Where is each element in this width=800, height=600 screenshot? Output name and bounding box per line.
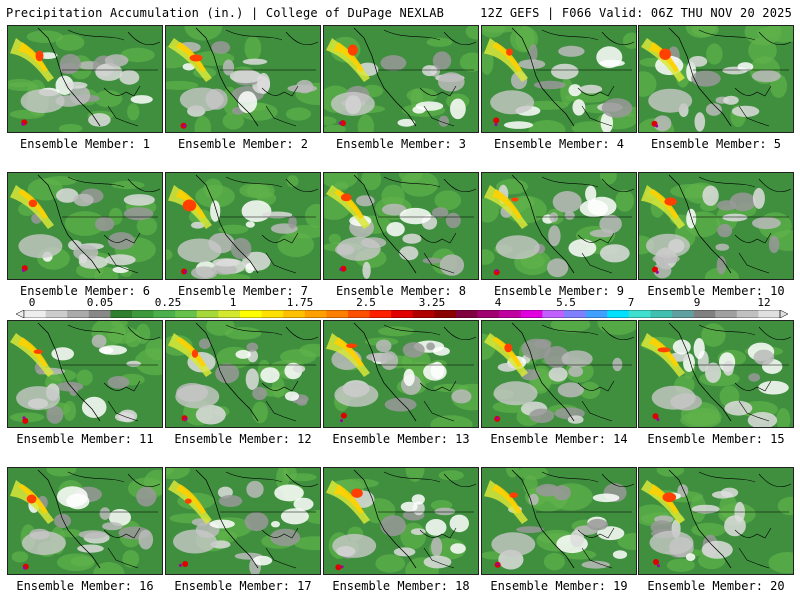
- ensemble-member-label: Ensemble Member: 16: [16, 579, 154, 593]
- ensemble-member-panel: [323, 172, 479, 280]
- run-info: 12Z GEFS | F066 Valid: 06Z THU NOV 20 20…: [480, 6, 792, 20]
- ensemble-member-label: Ensemble Member: 18: [332, 579, 470, 593]
- precip-map: [482, 321, 636, 427]
- precip-map: [639, 321, 793, 427]
- ensemble-member-panel: [7, 25, 163, 133]
- ensemble-member-panel: [165, 320, 321, 428]
- ensemble-member-panel: [638, 25, 794, 133]
- ensemble-member-panel: [323, 25, 479, 133]
- legend-tick-label: 0: [28, 296, 36, 309]
- precip-map: [639, 173, 793, 279]
- ensemble-member-panel: [481, 467, 637, 575]
- precip-map: [8, 173, 162, 279]
- ensemble-member-label: Ensemble Member: 12: [174, 432, 312, 446]
- precip-map: [639, 26, 793, 132]
- precip-map: [482, 468, 636, 574]
- ensemble-member-label: Ensemble Member: 7: [177, 284, 309, 298]
- precip-map: [324, 468, 478, 574]
- ensemble-member-label: Ensemble Member: 6: [19, 284, 151, 298]
- ensemble-member-label: Ensemble Member: 4: [493, 137, 625, 151]
- legend-tick-label: 9: [693, 296, 701, 309]
- precip-map: [482, 173, 636, 279]
- ensemble-member-label: Ensemble Member: 11: [16, 432, 154, 446]
- ensemble-member-panel: [638, 320, 794, 428]
- legend-tick-label: 0.25: [154, 296, 182, 309]
- ensemble-member-label: Ensemble Member: 19: [490, 579, 628, 593]
- map-title: Precipitation Accumulation (in.) | Colle…: [6, 6, 445, 20]
- legend-tick-label: 2.5: [356, 296, 376, 309]
- ensemble-member-label: Ensemble Member: 2: [177, 137, 309, 151]
- legend-tick-label: 1.75: [286, 296, 314, 309]
- ensemble-member-label: Ensemble Member: 5: [650, 137, 782, 151]
- legend-colorbar: [16, 310, 788, 318]
- precip-map: [8, 468, 162, 574]
- precip-map: [166, 26, 320, 132]
- ensemble-member-panel: [323, 320, 479, 428]
- legend-tick-label: 1: [229, 296, 237, 309]
- precip-map: [166, 468, 320, 574]
- ensemble-member-label: Ensemble Member: 15: [647, 432, 785, 446]
- ensemble-member-panel: [481, 172, 637, 280]
- ensemble-member-panel: [481, 25, 637, 133]
- ensemble-member-panel: [165, 172, 321, 280]
- ensemble-member-panel: [7, 172, 163, 280]
- legend-tick-label: 3.25: [418, 296, 446, 309]
- legend-tick-label: 7: [627, 296, 635, 309]
- precip-map: [324, 173, 478, 279]
- ensemble-member-panel: [7, 467, 163, 575]
- ensemble-member-panel: [481, 320, 637, 428]
- precip-map: [324, 26, 478, 132]
- precip-map: [482, 26, 636, 132]
- legend-tick-label: 5.5: [556, 296, 576, 309]
- ensemble-member-label: Ensemble Member: 8: [335, 284, 467, 298]
- ensemble-member-panel: [165, 467, 321, 575]
- precip-map: [8, 26, 162, 132]
- legend-tick-label: 12: [757, 296, 771, 309]
- ensemble-member-label: Ensemble Member: 9: [493, 284, 625, 298]
- ensemble-member-panel: [638, 467, 794, 575]
- precip-legend: 0 0.05 0.25 1 1.75 2.5 3.25 4 5.5 7 9 12: [4, 296, 796, 320]
- precip-map: [8, 321, 162, 427]
- ensemble-member-label: Ensemble Member: 1: [19, 137, 151, 151]
- ensemble-member-label: Ensemble Member: 10: [647, 284, 785, 298]
- ensemble-member-panel: [165, 25, 321, 133]
- ensemble-member-label: Ensemble Member: 14: [490, 432, 628, 446]
- ensemble-member-panel: [7, 320, 163, 428]
- legend-tick-label: 4: [494, 296, 502, 309]
- precip-map: [166, 173, 320, 279]
- ensemble-member-label: Ensemble Member: 3: [335, 137, 467, 151]
- ensemble-member-panel: [638, 172, 794, 280]
- ensemble-member-label: Ensemble Member: 17: [174, 579, 312, 593]
- ensemble-member-label: Ensemble Member: 13: [332, 432, 470, 446]
- precip-map: [166, 321, 320, 427]
- legend-tick-label: 0.05: [86, 296, 114, 309]
- ensemble-member-label: Ensemble Member: 20: [647, 579, 785, 593]
- precip-map: [639, 468, 793, 574]
- precip-map: [324, 321, 478, 427]
- ensemble-member-panel: [323, 467, 479, 575]
